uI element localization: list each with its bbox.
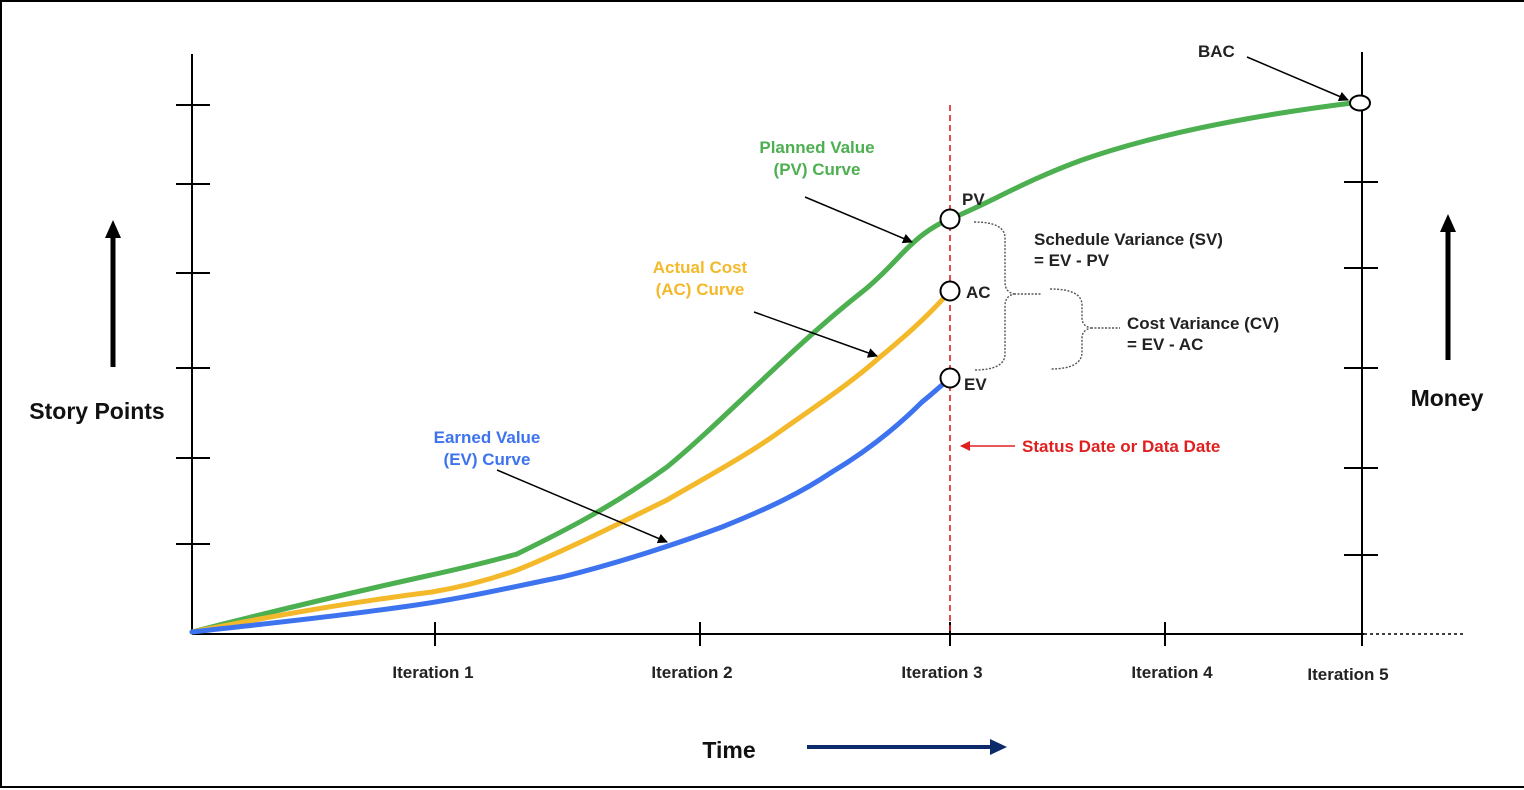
story-points-up-arrow: [105, 220, 121, 367]
x-tick-label: Iteration 4: [1131, 663, 1213, 682]
ev-label-arrow: [496, 469, 668, 544]
ac-point-label: AC: [966, 283, 991, 302]
pv-curve: [189, 99, 1363, 635]
pv-curve-label-line2: (PV) Curve: [774, 160, 861, 179]
cv-label-line1: Cost Variance (CV): [1127, 314, 1279, 333]
x-tick-label: Iteration 2: [651, 663, 732, 682]
pv-point: [939, 208, 961, 230]
pv-point-label: PV: [962, 190, 985, 209]
x-tick-label: Iteration 5: [1307, 665, 1388, 684]
x-tick-label: Iteration 1: [392, 663, 473, 682]
ac-curve-label-line2: (AC) Curve: [656, 280, 745, 299]
bac-label: BAC: [1198, 42, 1235, 61]
ev-point-label: EV: [964, 375, 987, 394]
ac-label-arrow: [753, 311, 878, 358]
status-date-label: Status Date or Data Date: [1022, 437, 1220, 456]
pv-label-arrow: [804, 196, 913, 244]
pv-curve-label-line1: Planned Value: [759, 138, 874, 157]
sv-label-line1: Schedule Variance (SV): [1034, 230, 1223, 249]
time-axis-title: Time: [702, 737, 755, 763]
bac-arrow: [1246, 56, 1349, 102]
ev-curve-label-line1: Earned Value: [434, 428, 541, 447]
bac-point: [1349, 94, 1371, 112]
x-tick-label: Iteration 3: [901, 663, 982, 682]
money-up-arrow: [1440, 214, 1456, 360]
ev-curve-label-line2: (EV) Curve: [444, 450, 531, 469]
ac-curve-label-line1: Actual Cost: [653, 258, 748, 277]
sv-label-line2: = EV - PV: [1034, 251, 1110, 270]
ev-point: [939, 367, 961, 389]
right-axis-ticks: [1344, 181, 1378, 556]
right-axis-title: Money: [1411, 385, 1484, 411]
left-axis-ticks: [176, 104, 210, 545]
ac-curve: [189, 288, 953, 635]
ac-point: [939, 280, 961, 302]
ev-curve: [189, 375, 953, 635]
left-axis-title: Story Points: [29, 398, 164, 424]
time-right-arrow: [807, 739, 1007, 755]
cv-brace: [1049, 288, 1092, 370]
cv-label-line2: = EV - AC: [1127, 335, 1203, 354]
